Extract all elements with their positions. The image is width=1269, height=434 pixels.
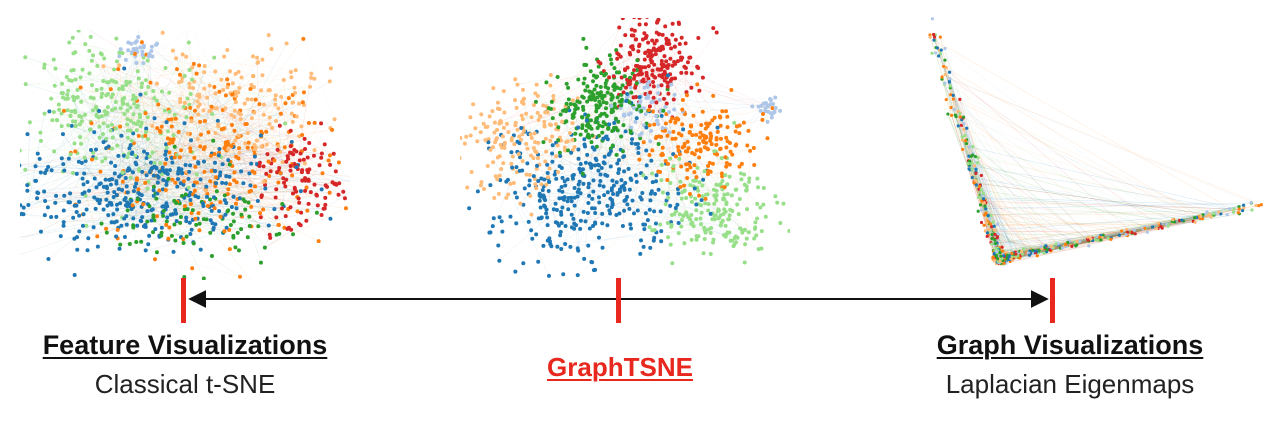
points xyxy=(440,6,802,300)
graphtsne-title: GraphTSNE xyxy=(547,352,693,382)
feature-visualizations-label: Feature Visualizations Classical t-SNE xyxy=(20,330,350,400)
graph-visualization-plot xyxy=(920,14,1265,276)
axis-tick-left xyxy=(181,278,186,323)
graph-scatter-svg xyxy=(928,17,1263,266)
classical-tsne-subtitle: Classical t-SNE xyxy=(94,369,276,399)
feature-visualization-plot xyxy=(0,14,371,293)
graphtsne-plot xyxy=(440,6,802,300)
graph-visualizations-title: Graph Visualizations xyxy=(936,330,1204,360)
graphtsne-scatter-svg xyxy=(440,6,802,300)
axis-tick-middle xyxy=(616,278,621,323)
graph-visualizations-label: Graph Visualizations Laplacian Eigenmaps xyxy=(905,330,1235,400)
feature-visualizations-title: Feature Visualizations xyxy=(42,330,328,360)
feature-scatter-svg xyxy=(0,14,371,293)
graphtsne-label: GraphTSNE xyxy=(460,352,780,383)
laplacian-eigenmaps-subtitle: Laplacian Eigenmaps xyxy=(945,369,1195,399)
axis-tick-right xyxy=(1050,278,1055,323)
spectrum-axis xyxy=(181,278,1055,323)
